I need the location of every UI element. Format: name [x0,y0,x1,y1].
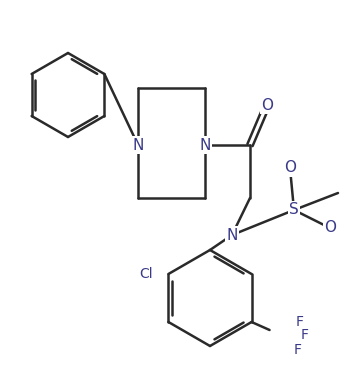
Text: N: N [226,228,238,243]
Text: O: O [284,161,296,176]
Text: O: O [324,220,336,235]
Text: F: F [300,328,309,342]
Text: Cl: Cl [140,267,153,281]
Text: N: N [132,138,144,153]
Text: F: F [295,315,304,329]
Text: O: O [261,97,273,112]
Text: N: N [199,138,211,153]
Text: S: S [289,202,299,217]
Text: F: F [294,343,302,357]
